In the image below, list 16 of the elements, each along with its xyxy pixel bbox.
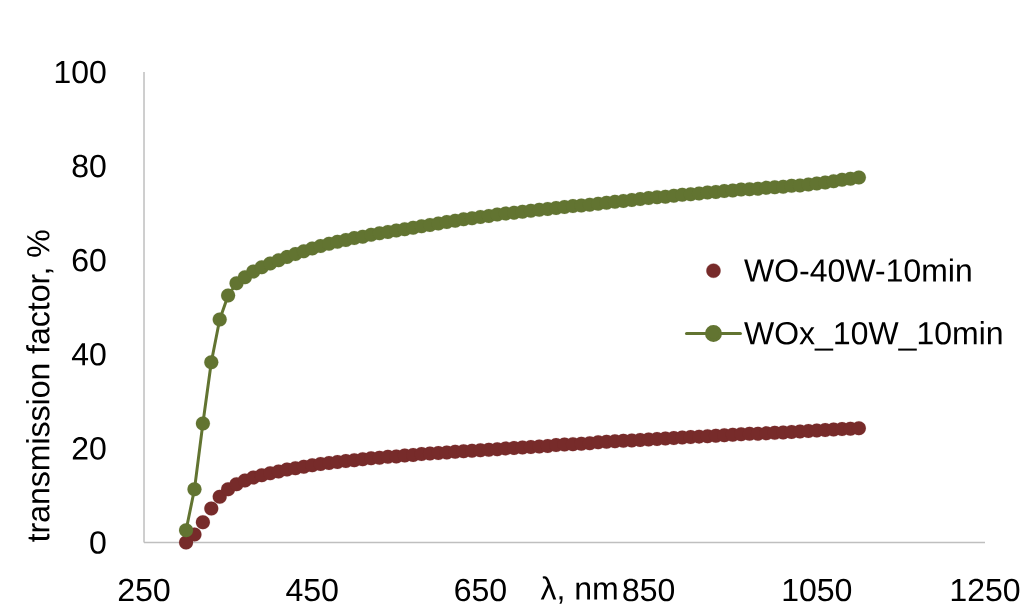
x-tick-label: 650 bbox=[455, 578, 506, 602]
legend-label: WO-40W-10min bbox=[744, 258, 971, 282]
legend-label: WOx_10W_10min bbox=[744, 321, 1002, 351]
y-tick-label: 0 bbox=[90, 531, 106, 554]
y-tick-label: 20 bbox=[72, 437, 106, 460]
x-axis-title: λ, nm bbox=[540, 576, 617, 604]
x-tick-label: 250 bbox=[118, 578, 170, 602]
y-tick-label: 80 bbox=[72, 154, 106, 178]
x-tick-label: 1250 bbox=[951, 578, 1020, 602]
y-axis-title: transmission factor, % bbox=[26, 230, 54, 542]
x-tick-label: 1050 bbox=[783, 578, 852, 602]
y-tick-label: 40 bbox=[71, 342, 106, 366]
x-tick-label: 850 bbox=[623, 578, 675, 602]
y-tick-label: 100 bbox=[55, 60, 106, 84]
x-tick-label: 450 bbox=[286, 578, 338, 602]
y-tick-label: 60 bbox=[72, 248, 106, 272]
